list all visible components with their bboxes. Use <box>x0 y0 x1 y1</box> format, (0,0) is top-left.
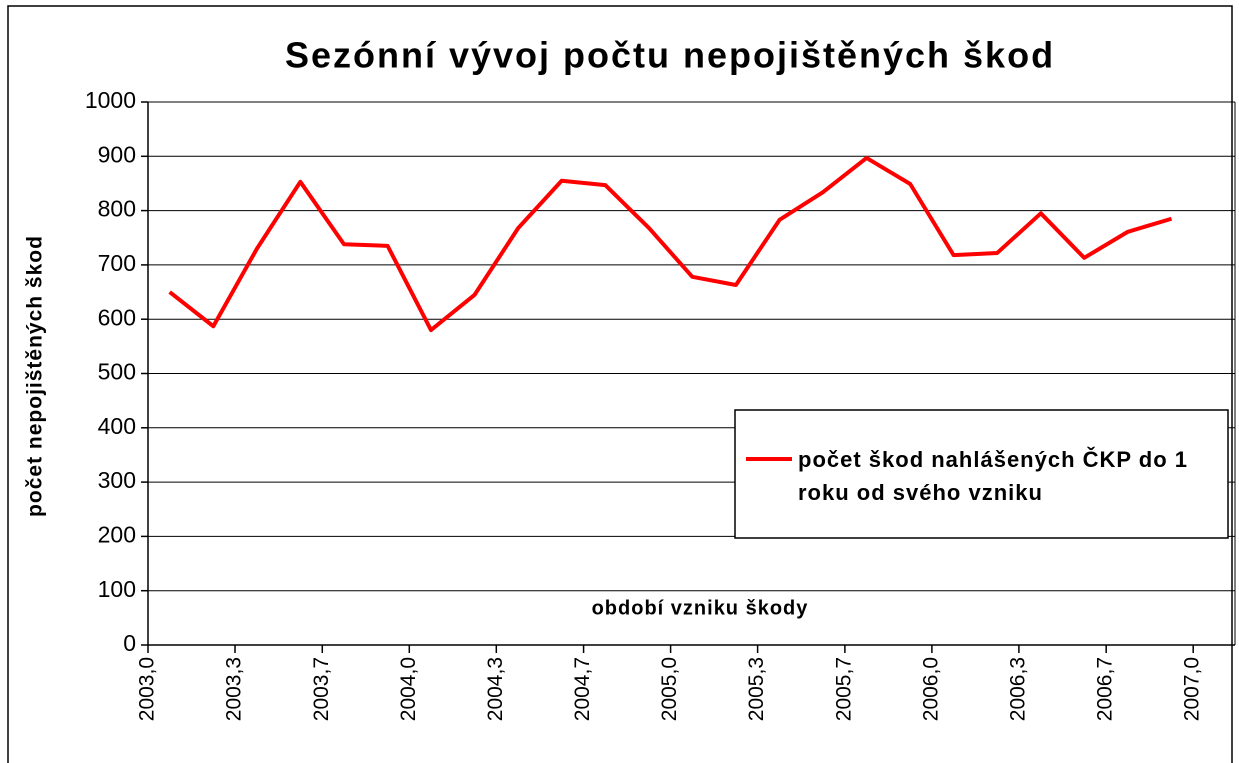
chart-frame <box>7 5 1233 763</box>
x-tick-label: 2003,3 <box>223 657 246 721</box>
chart-title: Sezónní vývoj počtu nepojištěných škod <box>285 35 1055 76</box>
x-tick-label: 2004,7 <box>571 657 594 721</box>
x-tick-label: 2004,3 <box>484 657 507 721</box>
y-tick-label: 600 <box>98 304 136 330</box>
x-tick-label: 2006,0 <box>919 657 942 721</box>
y-tick-label: 300 <box>98 467 136 493</box>
y-axis-label: počet nepojištěných škod <box>24 235 47 517</box>
y-tick-label: 0 <box>123 630 136 656</box>
y-tick-label: 500 <box>98 359 136 385</box>
x-tick-label: 2005,7 <box>832 657 855 721</box>
x-tick-label: 2007,0 <box>1181 657 1204 721</box>
y-tick-label: 800 <box>98 196 136 222</box>
legend-box <box>734 409 1229 539</box>
x-tick-label: 2006,7 <box>1094 657 1117 721</box>
x-tick-label: 2003,0 <box>136 657 159 721</box>
x-tick-label: 2004,0 <box>397 657 420 721</box>
y-tick-label: 700 <box>98 250 136 276</box>
y-tick-label: 1000 <box>85 87 136 113</box>
x-tick-label: 2005,3 <box>745 657 768 721</box>
x-tick-label: 2005,0 <box>658 657 681 721</box>
y-tick-label: 200 <box>98 521 136 547</box>
x-tick-label: 2006,3 <box>1006 657 1029 721</box>
y-tick-label: 100 <box>98 576 136 602</box>
y-tick-label: 900 <box>98 141 136 167</box>
data-line <box>168 155 1173 333</box>
x-tick-label: 2003,7 <box>310 657 333 721</box>
y-tick-label: 400 <box>98 413 136 439</box>
legend-label: počet škod nahlášených ČKP do 1 roku od … <box>798 447 1189 505</box>
x-axis-label: období vzniku škody <box>592 597 809 619</box>
